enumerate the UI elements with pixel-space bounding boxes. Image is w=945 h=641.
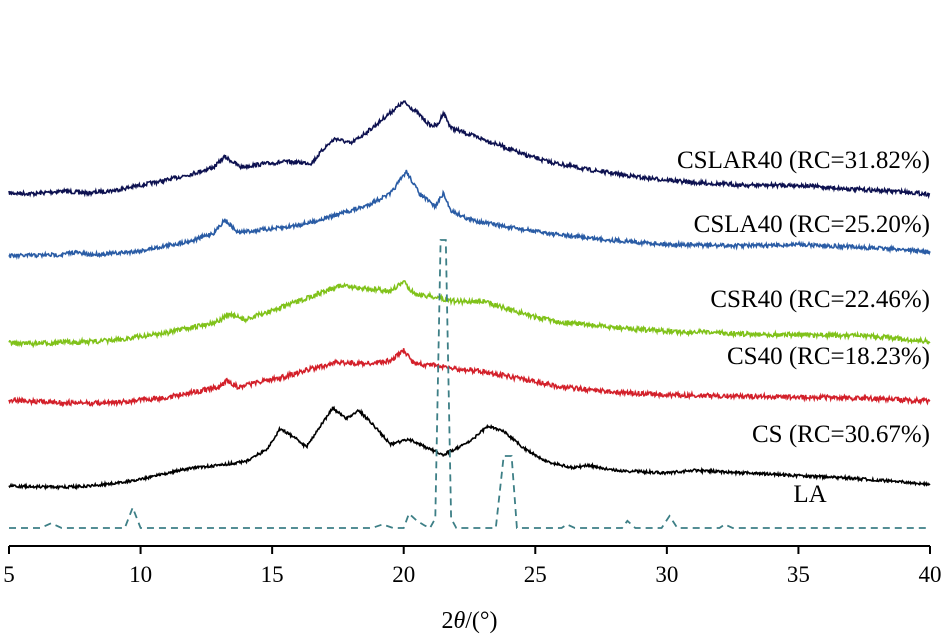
x-tick-label: 30 bbox=[655, 562, 678, 587]
series-label-5: CS (RC=30.67%) bbox=[752, 421, 930, 448]
x-tick-label: 40 bbox=[919, 562, 942, 587]
x-axis-title-prefix: 2 bbox=[441, 608, 453, 634]
x-axis-title: 2θ/(°) bbox=[441, 608, 497, 634]
series-line-5 bbox=[8, 405, 931, 491]
series-layer bbox=[8, 100, 931, 530]
x-axis-title-symbol: θ bbox=[453, 608, 465, 634]
series-label-2: CSLA40 (RC=25.20%) bbox=[694, 211, 930, 238]
x-tick-label: 25 bbox=[524, 562, 547, 587]
x-tick-label: 35 bbox=[787, 562, 810, 587]
series-line-6 bbox=[9, 239, 930, 530]
series-label-3: CSR40 (RC=22.46%) bbox=[710, 286, 930, 313]
x-axis-title-suffix: /(°) bbox=[465, 608, 497, 634]
series-label-6: LA bbox=[793, 481, 826, 508]
series-line-3 bbox=[8, 280, 931, 349]
series-line-1 bbox=[8, 100, 931, 200]
x-tick-label: 5 bbox=[3, 562, 15, 587]
series-line-2 bbox=[8, 169, 931, 260]
x-tick-label: 15 bbox=[261, 562, 284, 587]
x-tick-label: 10 bbox=[129, 562, 152, 587]
series-label-1: CSLAR40 (RC=31.82%) bbox=[677, 147, 930, 174]
series-label-layer: CSLAR40 (RC=31.82%) CSLA40 (RC=25.20%) CSR… bbox=[677, 147, 930, 508]
series-line-4 bbox=[8, 348, 931, 408]
x-tick-label: 20 bbox=[392, 562, 415, 587]
series-label-4: CS40 (RC=18.23%) bbox=[727, 343, 930, 370]
x-tick-layer: 5 10 15 20 25 30 35 40 bbox=[3, 546, 942, 587]
